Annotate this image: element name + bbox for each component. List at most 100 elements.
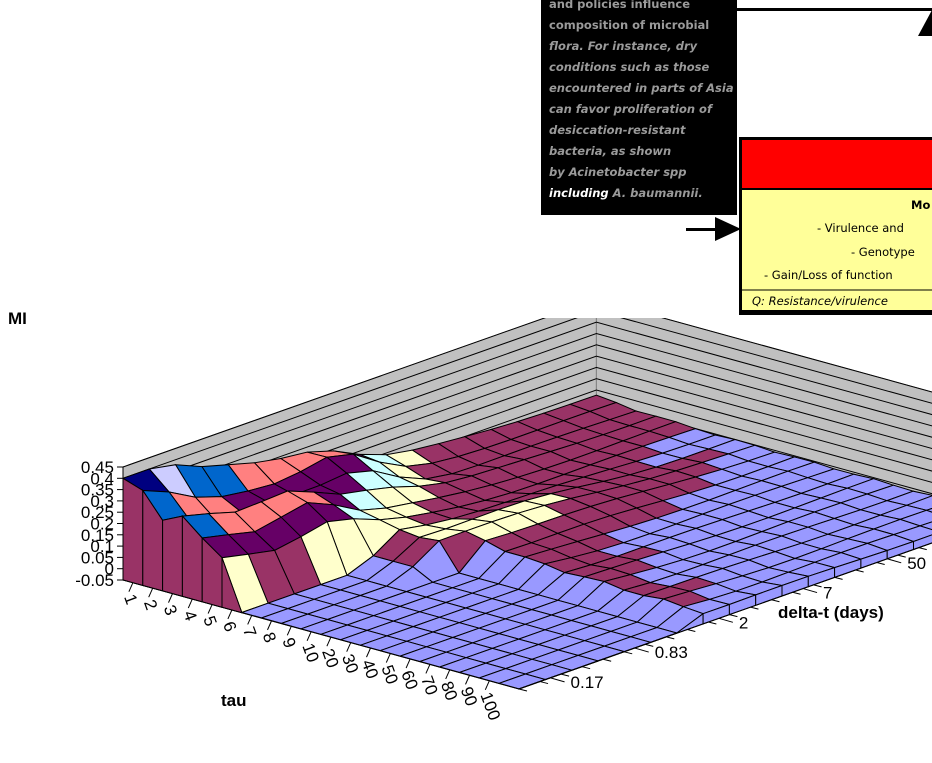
y-axis-title: delta-t (days) <box>778 603 884 622</box>
left-info-line: and policies influence <box>549 0 690 11</box>
delta-t-minor-tick <box>792 591 801 595</box>
tau-tick-label: 3 <box>160 602 181 617</box>
mi-surface <box>121 394 932 690</box>
delta-t-minor-tick <box>518 688 528 692</box>
tau-tick-label: 4 <box>180 608 201 623</box>
surface-front-cell <box>162 515 183 598</box>
delta-t-tick-label: 0.17 <box>571 673 604 692</box>
z-tick-label: 0.05 <box>81 548 114 567</box>
delta-t-minor-tick <box>603 658 612 662</box>
z-gridline <box>122 344 932 513</box>
right-box-header <box>742 140 932 188</box>
z-axis-title: MI <box>8 309 27 328</box>
z-tick-label: 0.1 <box>90 537 114 556</box>
tau-tick-label: 5 <box>199 613 220 628</box>
tau-tick-label: 2 <box>140 597 161 612</box>
delta-t-tick-label: 0.83 <box>655 643 688 662</box>
tau-tick <box>306 631 312 641</box>
left-info-line: bacteria, as shown <box>549 144 671 158</box>
left-info-text: and policies influence composition of mic… <box>549 0 734 200</box>
z-gridline <box>122 332 932 502</box>
connector-line-horizontal <box>686 228 720 231</box>
tau-tick-label: 9 <box>279 635 300 650</box>
surface-cell <box>918 521 932 531</box>
tau-tick-label: 8 <box>259 630 280 645</box>
left-info-line: encountered in parts of Asia <box>549 81 734 95</box>
tau-tick <box>445 669 451 680</box>
delta-t-minor-tick <box>539 681 549 685</box>
tau-tick <box>405 658 411 669</box>
right-box-line-2: - Genotype <box>851 245 915 259</box>
tau-tick <box>207 604 213 614</box>
z-tick-label: 0.15 <box>81 526 114 545</box>
left-info-line: by Acinetobacter spp <box>549 165 687 179</box>
tau-tick <box>286 626 292 636</box>
x-axis-title: tau <box>221 691 247 710</box>
delta-t-minor-tick <box>897 554 906 558</box>
delta-t-axis-line <box>518 542 932 690</box>
tau-tick <box>187 598 193 609</box>
tau-tick <box>247 615 253 625</box>
left-info-line: can favor proliferation of <box>549 102 714 116</box>
tau-tick <box>425 664 431 674</box>
delta-t-tick <box>634 647 649 653</box>
tau-tick <box>267 620 272 631</box>
right-box-footer-text: Q: Resistance/virulence <box>752 294 888 308</box>
tau-tick <box>148 587 154 598</box>
tau-tick <box>465 675 470 685</box>
z-tick-label: -0.05 <box>75 571 114 590</box>
delta-t-minor-tick <box>687 628 696 632</box>
delta-t-tick-label: 2 <box>739 613 748 632</box>
tau-tick-label: 100 <box>477 690 505 723</box>
delta-t-minor-tick <box>581 666 591 670</box>
z-gridline <box>122 321 932 491</box>
tau-tick-label: 1 <box>120 592 141 607</box>
z-tick-label: 0.4 <box>90 469 114 488</box>
left-info-line: flora. For instance, dry <box>549 39 698 53</box>
delta-t-minor-tick <box>771 599 780 603</box>
tau-tick <box>385 653 391 663</box>
surface-front-cell <box>122 477 144 587</box>
tau-axis-line <box>122 579 520 690</box>
delta-t-minor-tick <box>708 621 717 625</box>
z-tick-label: 0.2 <box>90 515 114 534</box>
right-box-line-3: - Gain/Loss of function <box>764 268 893 282</box>
delta-t-minor-tick <box>918 547 927 551</box>
delta-t-minor-tick <box>666 636 675 640</box>
tau-tick <box>168 593 173 603</box>
left-info-box <box>541 0 737 215</box>
left-info-line: composition of microbial <box>549 18 709 32</box>
delta-t-minor-tick <box>750 606 759 610</box>
z-tick-label: 0.35 <box>81 481 114 500</box>
z-tick-label: 0.25 <box>81 503 114 522</box>
overlay-boxes: and policies influence composition of mic… <box>440 0 932 318</box>
connector-arrowhead-right <box>715 217 741 241</box>
delta-t-tick <box>887 558 902 564</box>
delta-t-minor-tick <box>834 576 843 580</box>
delta-t-tick-label: 7 <box>823 584 832 603</box>
delta-t-minor-tick <box>560 673 570 677</box>
delta-t-minor-tick <box>876 562 885 566</box>
tau-tick <box>484 680 490 691</box>
tau-tick-label: 7 <box>239 624 260 639</box>
right-box-line-1: - Virulence and <box>817 221 904 235</box>
tau-tick <box>227 609 233 620</box>
left-info-line: conditions such as those <box>549 60 710 74</box>
tau-tick <box>346 642 352 652</box>
connector-line-top <box>735 8 932 11</box>
z-tick-label: 0 <box>105 560 114 579</box>
z-tick-label: 0.45 <box>81 458 114 477</box>
left-info-line: desiccation-resistant <box>549 123 686 137</box>
delta-t-minor-tick <box>855 569 864 573</box>
delta-t-minor-tick <box>645 643 654 647</box>
delta-t-tick <box>550 677 565 683</box>
left-info-line: including A. baumannii. <box>549 186 703 200</box>
right-box-header-text: Mo <box>911 198 930 212</box>
delta-t-tick <box>802 588 818 594</box>
tau-tick <box>366 647 371 658</box>
delta-t-minor-tick <box>729 614 738 618</box>
connector-arrowhead-up <box>918 10 932 36</box>
delta-t-minor-tick <box>813 584 822 588</box>
tau-tick-label: 6 <box>219 619 240 634</box>
z-tick-label: 0.3 <box>90 492 114 511</box>
